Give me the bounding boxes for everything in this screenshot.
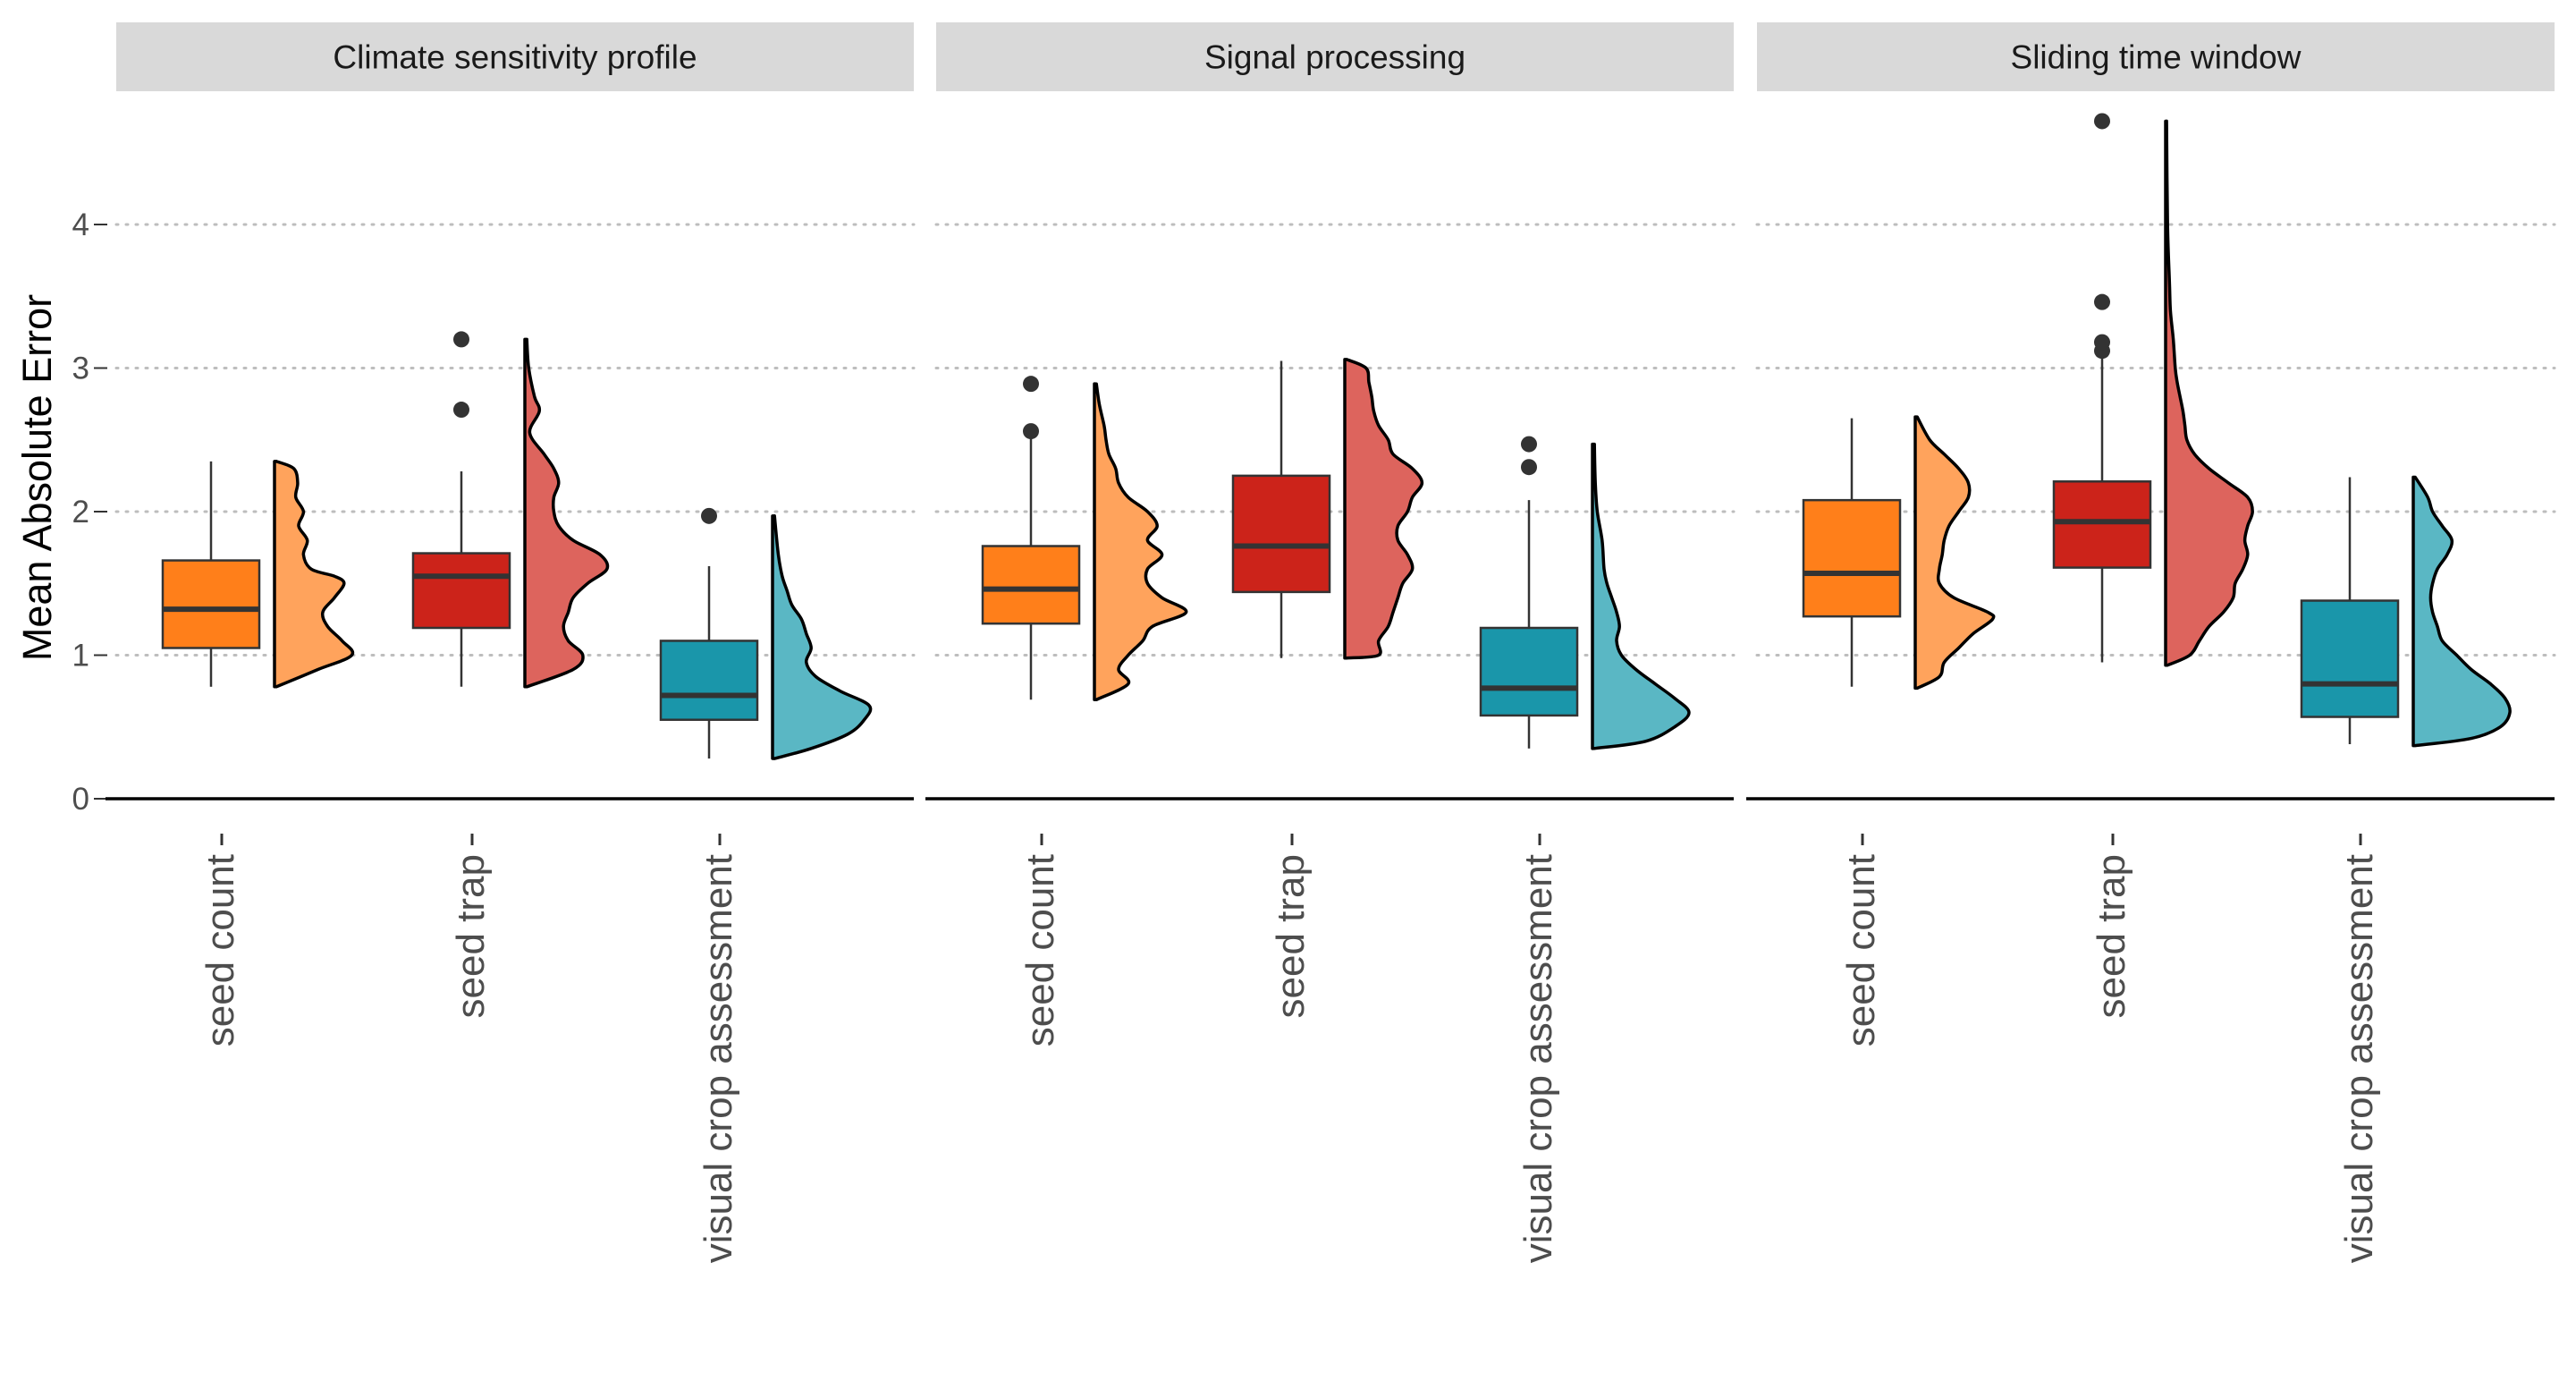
panel-climate-sensitivity-profile: Climate sensitivity profile seed count see… — [106, 22, 916, 1263]
facet-panels: Climate sensitivity profile seed count see… — [106, 22, 2556, 1263]
x-tick-label: seed count — [198, 854, 242, 1046]
x-tick-label: seed count — [1839, 854, 1883, 1046]
outlier-point — [1023, 423, 1039, 440]
density-half-violin — [1913, 415, 1996, 691]
x-tick-label: seed count — [1018, 854, 1062, 1046]
y-tick-label: 2 — [72, 495, 89, 530]
outlier-point — [1023, 376, 1039, 393]
panel-signal-processing: Signal processing seed count seed trap visu… — [925, 22, 1736, 1263]
box — [1479, 626, 1579, 717]
y-axis-title: Mean Absolute Error — [14, 294, 60, 661]
outlier-point — [1521, 459, 1537, 476]
panel-sliding-time-window: Sliding time window seed count seed trap vi… — [1746, 22, 2556, 1263]
y-axis: 0 1 2 3 4 — [72, 208, 107, 817]
x-tick-label: seed trap — [2090, 854, 2133, 1018]
x-tick-label: visual crop assessment — [1516, 854, 1560, 1263]
outlier-point — [453, 402, 469, 419]
group-seed-count: seed count — [1802, 415, 1996, 1046]
density-half-violin — [2411, 475, 2512, 748]
density-half-violin — [771, 514, 873, 760]
y-tick-label: 4 — [72, 208, 89, 242]
density-half-violin — [1591, 442, 1691, 750]
box — [1802, 498, 1902, 618]
box — [1231, 474, 1331, 594]
group-visual-crop-assessment: visual crop assessment — [659, 507, 873, 1263]
group-seed-count: seed count — [981, 376, 1188, 1046]
panel-title: Sliding time window — [2011, 39, 2302, 76]
y-tick-label: 3 — [72, 352, 89, 386]
outlier-point — [2094, 113, 2110, 130]
group-visual-crop-assessment: visual crop assessment — [1479, 436, 1691, 1263]
outlier-point — [1521, 436, 1537, 453]
x-tick-label: visual crop assessment — [697, 854, 740, 1263]
density-half-violin — [523, 337, 610, 689]
panel-title: Signal processing — [1204, 39, 1465, 76]
outlier-point — [2094, 334, 2110, 351]
group-visual-crop-assessment: visual crop assessment — [2300, 475, 2512, 1263]
density-half-violin — [1343, 358, 1424, 660]
density-half-violin — [1093, 382, 1188, 702]
group-seed-trap: seed trap — [1231, 358, 1424, 1018]
x-tick-label: seed trap — [449, 854, 493, 1018]
group-seed-trap: seed trap — [411, 331, 610, 1018]
box — [161, 559, 261, 649]
box — [411, 552, 511, 630]
x-tick-label: seed trap — [1269, 854, 1313, 1018]
panel-title: Climate sensitivity profile — [333, 39, 697, 76]
panel-strip — [1757, 22, 2555, 91]
outlier-point — [701, 507, 717, 524]
y-tick-label: 1 — [72, 639, 89, 674]
outlier-point — [453, 331, 469, 348]
density-half-violin — [273, 460, 355, 689]
panel-strip — [936, 22, 1734, 91]
box — [2300, 599, 2400, 718]
box — [2052, 480, 2152, 569]
group-seed-trap: seed trap — [2052, 113, 2254, 1018]
x-tick-label: visual crop assessment — [2337, 854, 2381, 1263]
density-half-violin — [2164, 119, 2254, 667]
panel-strip — [116, 22, 914, 91]
group-seed-count: seed count — [161, 460, 355, 1046]
outlier-point — [2094, 293, 2110, 310]
box — [981, 545, 1081, 625]
box — [659, 640, 759, 721]
y-tick-label: 0 — [72, 782, 89, 817]
